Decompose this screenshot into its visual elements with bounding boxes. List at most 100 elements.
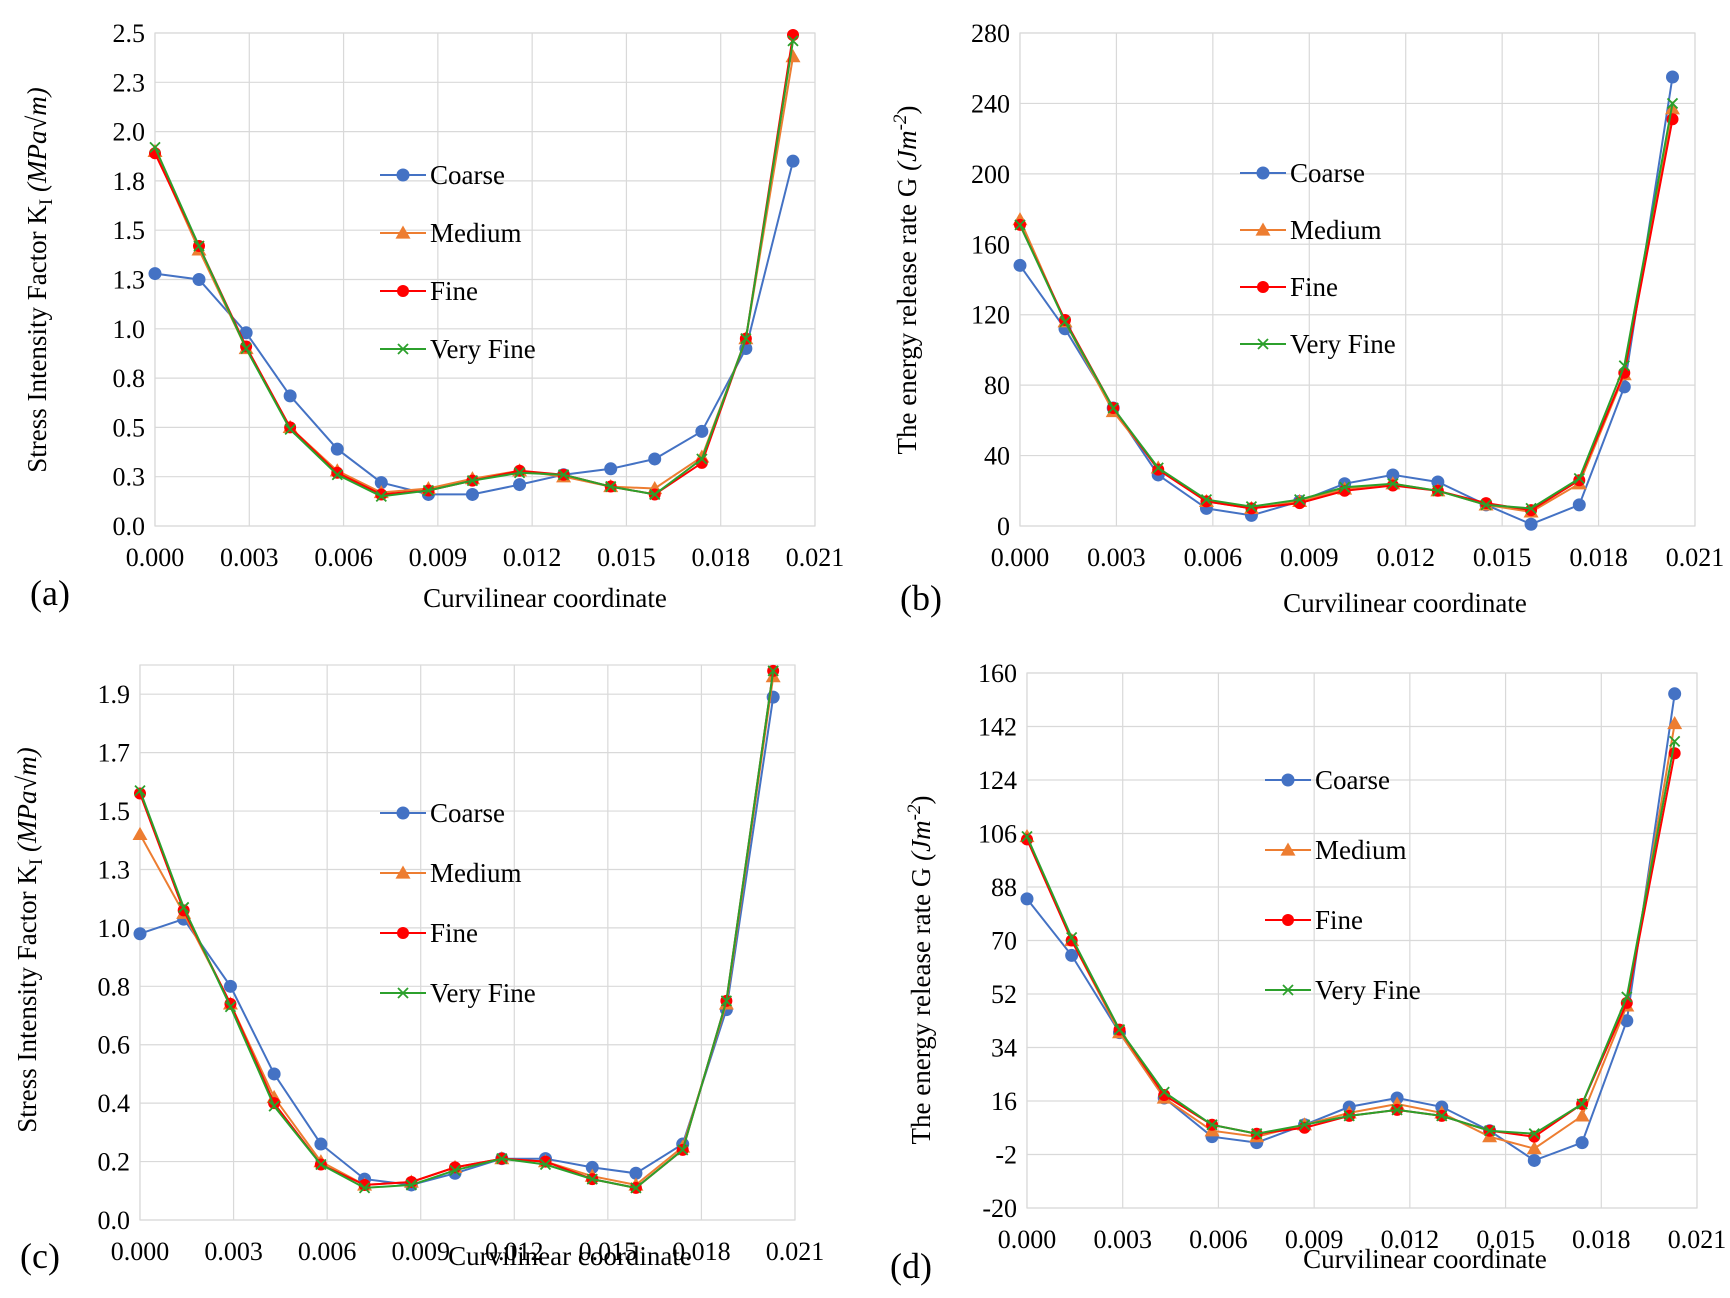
data-point-very-fine: [1666, 97, 1679, 110]
x-tick-label: 0.018: [672, 1237, 731, 1266]
y-tick-label: 120: [971, 301, 1010, 330]
legend-marker-medium: [395, 865, 411, 879]
legend-label-coarse: Coarse: [430, 798, 505, 828]
data-point-very-fine: [193, 240, 205, 252]
chart-panel-d: The energy release rate G (Jm-2) Curvili…: [890, 659, 1726, 1286]
data-point-very-fine: [539, 1158, 552, 1171]
data-point-very-fine: [284, 423, 296, 436]
data-point-coarse: [1668, 687, 1682, 701]
data-point-very-fine: [677, 1144, 689, 1156]
legend-marker-very-fine: [397, 343, 409, 355]
y-tick-label: 52: [991, 980, 1017, 1009]
y-tick-label: 2.0: [113, 118, 146, 147]
data-point-very-fine: [134, 784, 146, 797]
data-point-very-fine: [1432, 485, 1444, 497]
y-tick-label: 1.7: [98, 739, 131, 768]
legend-marker-fine: [1282, 914, 1294, 926]
series-line-coarse: [1019, 76, 1674, 526]
data-point-coarse: [1524, 517, 1538, 531]
legend-marker-very-fine: [1257, 338, 1269, 350]
data-point-very-fine: [1251, 1128, 1263, 1140]
y-tick-label: 280: [971, 19, 1010, 48]
legend-marker-coarse: [1256, 166, 1270, 180]
x-tick-label: 0.003: [220, 543, 279, 572]
data-point-coarse: [1575, 1136, 1589, 1150]
y-tick-label: 1.3: [113, 266, 146, 295]
data-point-coarse: [1666, 70, 1679, 84]
y-tick-label: -20: [982, 1194, 1017, 1223]
y-axis-label-unit: (MPa√m): [12, 747, 42, 859]
y-tick-label: 16: [991, 1087, 1017, 1116]
data-point-very-fine: [696, 453, 708, 465]
y-tick-label: 1.9: [98, 680, 131, 709]
chart-panel-a: Stress Intensity Factor KI (MPa√m) Curvi…: [22, 19, 844, 613]
data-point-very-fine: [1014, 219, 1026, 231]
data-point-coarse: [695, 424, 709, 438]
data-point-very-fine: [1066, 931, 1078, 944]
data-point-fine: [1152, 463, 1165, 476]
data-point-very-fine: [1576, 1098, 1588, 1110]
legend-marker-coarse: [396, 168, 410, 182]
x-tick-label: 0.009: [1285, 1225, 1344, 1254]
data-point-fine: [1668, 747, 1681, 760]
data-point-very-fine: [787, 35, 799, 47]
data-point-very-fine: [1669, 735, 1681, 747]
x-tick-label: 0.000: [126, 543, 185, 572]
x-tick-label: 0.006: [1189, 1225, 1248, 1254]
x-tick-label: 0.003: [1087, 543, 1146, 572]
legend-label-very-fine: Very Fine: [430, 334, 536, 364]
data-point-medium: [1574, 1108, 1590, 1122]
y-tick-label: -2: [995, 1141, 1017, 1170]
data-point-fine: [1158, 1089, 1171, 1102]
y-axis-label-subscript: I: [36, 199, 57, 205]
y-axis-label-superscript: -2: [904, 804, 925, 820]
legend-label-fine: Fine: [430, 276, 478, 306]
data-point-very-fine: [767, 665, 779, 677]
legend-marker-fine: [397, 285, 409, 297]
x-tick-label: 0.006: [298, 1237, 357, 1266]
x-tick-label: 0.003: [204, 1237, 263, 1266]
data-point-very-fine: [1621, 991, 1633, 1003]
y-tick-label: 0.6: [98, 1031, 131, 1060]
x-tick-label: 0.015: [597, 543, 656, 572]
data-point-coarse: [330, 442, 344, 456]
series-line-coarse: [154, 160, 794, 496]
data-point-very-fine: [178, 901, 190, 914]
panel-label: (b): [900, 578, 942, 618]
series-line-very-fine: [1026, 741, 1676, 1135]
data-point-coarse: [465, 487, 479, 501]
data-point-coarse: [1065, 948, 1079, 962]
x-tick-label: 0.018: [1569, 543, 1628, 572]
y-axis-label-unit: (MPa√m): [22, 87, 52, 199]
y-axis-label: The energy release rate G (Jm-2): [904, 796, 936, 1145]
series-line-fine: [154, 34, 794, 496]
y-tick-label: 0.5: [113, 413, 146, 442]
data-point-very-fine: [649, 488, 661, 501]
data-point-very-fine: [1021, 830, 1033, 843]
legend-marker-medium: [395, 225, 411, 239]
y-axis-label: Stress Intensity Factor KI (MPa√m): [12, 747, 47, 1133]
data-point-coarse: [648, 452, 662, 466]
data-point-coarse: [513, 478, 527, 492]
data-point-very-fine: [740, 333, 752, 345]
data-point-coarse: [786, 154, 800, 168]
y-tick-label: 1.8: [113, 167, 146, 196]
y-tick-label: 1.0: [113, 315, 146, 344]
y-axis-label: Stress Intensity Factor KI (MPa√m): [22, 87, 57, 473]
y-tick-label: 240: [971, 89, 1010, 118]
y-tick-label: 0.8: [98, 972, 131, 1001]
data-point-very-fine: [466, 475, 479, 487]
data-point-very-fine: [1245, 500, 1258, 513]
x-tick-label: 0.003: [1093, 1225, 1152, 1254]
data-point-very-fine: [1483, 1125, 1496, 1137]
data-point-very-fine: [1528, 1128, 1540, 1140]
data-point-very-fine: [268, 1100, 280, 1112]
data-point-coarse: [239, 326, 253, 340]
data-point-coarse: [1013, 258, 1027, 272]
data-point-coarse: [1386, 468, 1400, 482]
y-tick-label: 40: [984, 442, 1010, 471]
legend-label-very-fine: Very Fine: [1290, 329, 1396, 359]
x-tick-label: 0.012: [503, 543, 562, 572]
y-tick-label: 0.0: [113, 512, 146, 541]
data-point-very-fine: [405, 1179, 417, 1191]
